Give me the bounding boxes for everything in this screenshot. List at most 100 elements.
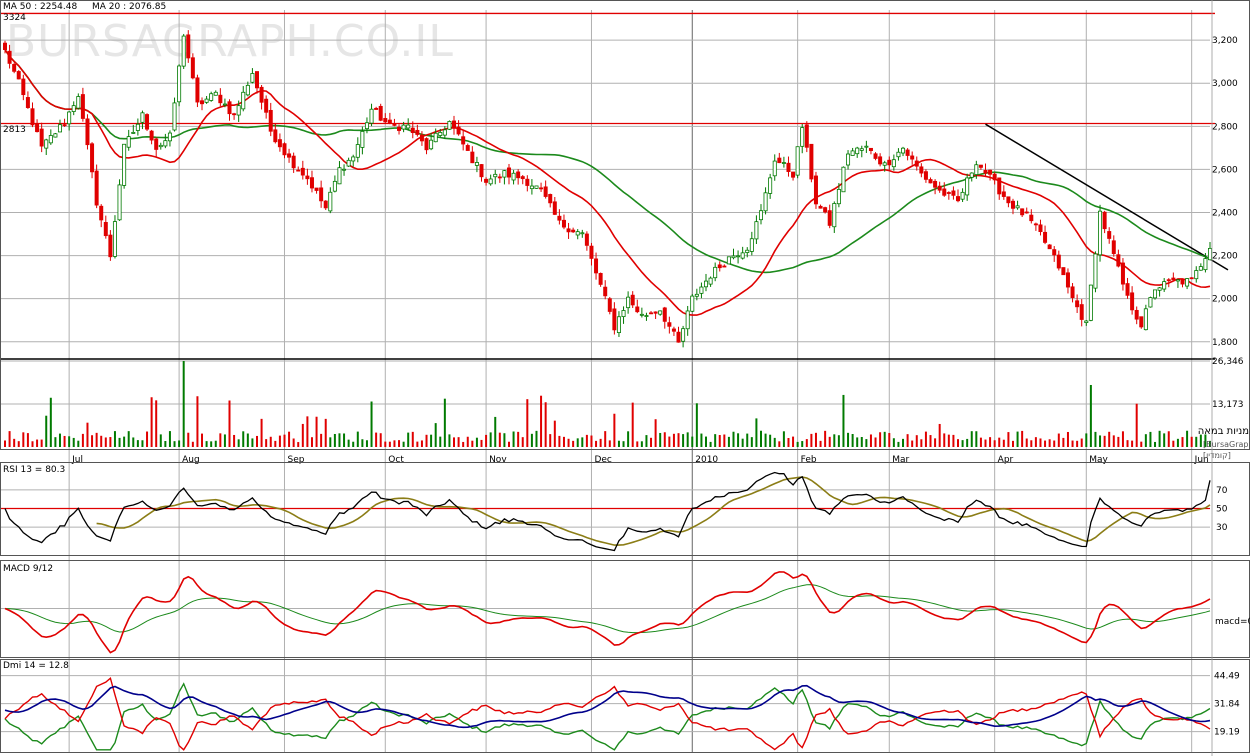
candle-body <box>951 190 956 196</box>
candle-body <box>896 151 901 158</box>
candle-body <box>818 205 823 209</box>
candle-body <box>827 210 832 226</box>
candle-body <box>992 173 997 181</box>
candle-body <box>277 139 282 148</box>
candle-body <box>974 164 979 175</box>
candle-body <box>988 169 993 175</box>
candle-body <box>309 177 314 189</box>
candle-body <box>965 177 970 196</box>
month-tick-label: Mar <box>892 455 909 465</box>
candle-body <box>607 298 612 312</box>
candle-body <box>470 151 475 164</box>
candle-body <box>699 286 704 294</box>
candle-body <box>145 114 150 130</box>
candle-body <box>529 185 534 190</box>
candle-body <box>1185 278 1190 287</box>
candle-body <box>850 150 855 156</box>
candle-body <box>62 124 67 127</box>
candle-body <box>905 149 910 156</box>
candle-body <box>566 228 571 233</box>
candle-body <box>245 84 250 96</box>
candle-body <box>456 126 461 135</box>
macd-signal-line <box>4 584 1211 634</box>
price-tick-label: 1,800 <box>1212 338 1238 348</box>
candle-body <box>108 234 113 258</box>
candle-body <box>1148 297 1153 308</box>
month-tick-label: Aug <box>182 455 200 465</box>
candle-body <box>122 143 127 186</box>
candle-body <box>1107 231 1112 239</box>
candle-body <box>598 273 603 285</box>
candle-body <box>488 178 493 185</box>
candle-body <box>204 98 209 103</box>
candle-body <box>1102 211 1107 230</box>
month-tick-label: Nov <box>489 455 507 465</box>
price-tick-label: 2,600 <box>1212 165 1238 175</box>
candle-body <box>804 124 809 148</box>
volume-note-label: [קומדיו] <box>1203 451 1231 460</box>
candle-body <box>694 293 699 297</box>
candle-body <box>772 160 777 177</box>
candle-body <box>946 192 951 194</box>
candle-body <box>383 118 388 123</box>
candle-body <box>337 167 342 185</box>
dmi-panel: 19.19 31.84 44.49 <box>0 672 1240 751</box>
candle-body <box>1143 308 1148 331</box>
candle-body <box>511 172 516 181</box>
candle-body <box>264 98 269 113</box>
candle-body <box>626 296 631 309</box>
candle-body <box>919 166 924 174</box>
candle-body <box>1194 270 1199 280</box>
candle-body <box>190 57 195 79</box>
candle-body <box>99 205 104 221</box>
macd-label: MACD 9/12 <box>3 564 53 574</box>
candle-body <box>841 166 846 193</box>
candle-body <box>484 178 489 183</box>
dmi-label: Dmi 14 = 12.8 <box>3 661 69 671</box>
candle-body <box>213 91 218 96</box>
volume-tick-label: 13,173 <box>1212 400 1244 410</box>
candle-body <box>1198 266 1203 271</box>
candle-body <box>740 252 745 259</box>
month-tick-label: Jun <box>1194 455 1209 465</box>
candle-body <box>1125 283 1130 296</box>
candle-body <box>415 129 420 135</box>
candle-body <box>548 194 553 204</box>
dmi-tick-label: 19.19 <box>1214 728 1240 738</box>
candle-body <box>749 238 754 252</box>
candle-body <box>48 135 53 144</box>
candle-body <box>786 162 791 172</box>
candle-body <box>296 169 301 172</box>
grid: Jul Aug Sep Oct Nov Dec 2010 Feb Mar Apr May Jun 1,8… <box>0 10 1238 752</box>
candle-body <box>1070 286 1075 298</box>
candle-body <box>960 191 965 200</box>
candle-body <box>254 71 259 89</box>
chart-labels: MA 50 : 2254.48 MA 20 : 2076.85 3324 281… <box>3 2 1250 671</box>
candle-body <box>561 219 566 228</box>
candle-body <box>855 147 860 155</box>
candle-body <box>67 111 72 125</box>
dmi-tick-label: 44.49 <box>1214 672 1240 682</box>
rsi-line <box>4 471 1211 552</box>
candle-body <box>891 159 896 168</box>
candle-body <box>319 187 324 202</box>
candle-body <box>983 170 988 174</box>
month-tick-label: Apr <box>998 455 1014 465</box>
candle-body <box>901 147 906 154</box>
candle-body <box>232 113 237 116</box>
candle-body <box>942 188 947 196</box>
candle-body <box>795 146 800 176</box>
candle-body <box>16 71 21 80</box>
candle-body <box>465 145 470 151</box>
candle-body <box>525 178 530 186</box>
candle-body <box>1088 284 1093 321</box>
candle-body <box>671 328 676 332</box>
candle-body <box>328 191 333 212</box>
month-tick-label: May <box>1089 455 1108 465</box>
candle-body <box>273 129 278 143</box>
candle-body <box>868 147 873 152</box>
candle-body <box>603 286 608 297</box>
price-tick-label: 2,800 <box>1212 122 1238 132</box>
ma20-line <box>4 49 1211 316</box>
